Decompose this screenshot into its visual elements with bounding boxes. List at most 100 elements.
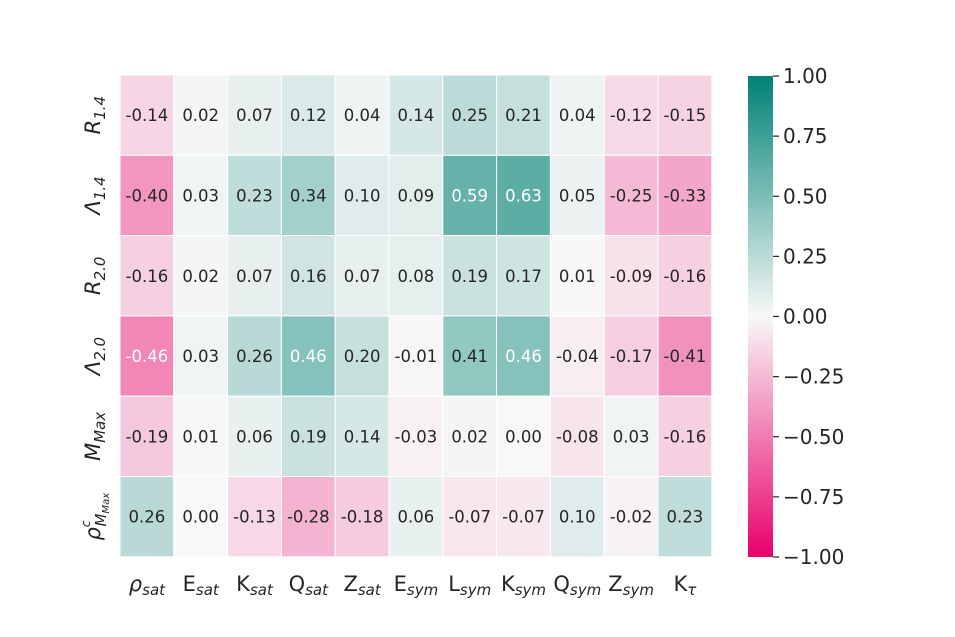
column-label: ρsat	[129, 572, 166, 599]
cell-value-label: 0.10	[344, 186, 381, 205]
cell-value-label: -0.25	[610, 186, 653, 205]
heatmap-cell	[549, 395, 605, 478]
cell-value-label: 0.41	[451, 347, 488, 366]
cell-value-label: 0.07	[344, 267, 381, 286]
column-label: Ksym	[501, 572, 546, 599]
row-label: R2.0	[81, 257, 109, 295]
cell-value-label: -0.12	[610, 106, 653, 125]
heatmap-cell	[227, 235, 282, 317]
cell-value-label: -0.16	[126, 267, 169, 286]
heatmap-cell	[549, 476, 605, 558]
cell-value-label: 0.04	[559, 106, 596, 125]
cell-value-label: 0.26	[236, 347, 273, 366]
cell-value-label: 0.12	[290, 106, 327, 125]
cell-value-label: 0.01	[182, 427, 219, 446]
cell-value-label: -0.16	[664, 427, 707, 446]
cell-value-label: 0.02	[182, 267, 219, 286]
heatmap-cell	[657, 395, 713, 478]
row-label: MMax	[81, 412, 109, 461]
cell-value-label: 0.10	[559, 508, 596, 527]
cell-value-label: -0.07	[502, 508, 545, 527]
heatmap-cell	[119, 476, 175, 558]
heatmap-cell	[173, 74, 229, 156]
cell-value-label: 0.59	[451, 186, 488, 205]
cell-value-label: 0.02	[182, 106, 219, 125]
heatmap-cell	[496, 154, 551, 237]
heatmap-cell	[388, 476, 444, 558]
cell-value-label: 0.03	[182, 347, 219, 366]
colorbar: 1.00 0.75 0.50 0.25 0.00 −0.25 −0.50 −0.75 −1.00	[748, 64, 844, 569]
row-label: ρcMMax	[79, 493, 112, 541]
heatmap-cell	[442, 235, 498, 317]
heatmap-cell	[388, 154, 444, 237]
column-label: Zsat	[343, 572, 381, 599]
cell-value-label: -0.41	[664, 347, 707, 366]
cell-value-label: 0.09	[398, 186, 435, 205]
heatmap-cell-labels: -0.14 0.02 0.07 0.12 0.04 0.14 0.25 0.21 0.04 -0.…	[126, 106, 707, 527]
colorbar-tick-label: −0.25	[783, 365, 844, 389]
heatmap-cell	[603, 74, 659, 156]
cell-value-label: 0.07	[236, 267, 273, 286]
heatmap-cell	[334, 395, 390, 478]
svg-text:R1.4: R1.4	[81, 96, 109, 134]
cell-value-label: -0.03	[395, 427, 438, 446]
heatmap-cell	[334, 476, 390, 558]
cell-value-label: 0.19	[451, 267, 488, 286]
colorbar-tick-label: 0.75	[783, 124, 828, 148]
colorbar-tick-label: −1.00	[783, 545, 844, 569]
heatmap-cell	[442, 154, 498, 237]
heatmap-cell	[173, 476, 229, 558]
cell-value-label: 0.63	[505, 186, 542, 205]
cell-value-label: 0.17	[505, 267, 542, 286]
cell-value-label: -0.46	[126, 347, 169, 366]
cell-value-label: -0.08	[556, 427, 599, 446]
heatmap-cell	[119, 74, 175, 156]
cell-value-label: -0.33	[664, 186, 707, 205]
heatmap-cell	[388, 315, 444, 397]
svg-text:MMax: MMax	[81, 412, 109, 461]
cell-value-label: -0.40	[126, 186, 169, 205]
colorbar-tick-label: −0.50	[783, 425, 844, 449]
heatmap-cell	[280, 395, 336, 478]
row-label: R1.4	[81, 96, 109, 134]
heatmap-cell	[657, 235, 713, 317]
cell-value-label: -0.15	[664, 106, 707, 125]
cell-value-label: -0.02	[610, 508, 653, 527]
cell-value-label: 0.26	[129, 508, 166, 527]
row-labels: R1.4 Λ1.4 R2.0 Λ2.0 MMax ρcMMax	[79, 96, 112, 541]
heatmap-cell	[119, 154, 175, 237]
heatmap-cell	[227, 476, 282, 558]
cell-value-label: -0.04	[556, 347, 599, 366]
svg-text:R2.0: R2.0	[81, 257, 109, 295]
cell-value-label: 0.06	[398, 508, 435, 527]
cell-value-label: 0.23	[236, 186, 273, 205]
colorbar-tick-label: 0.00	[783, 305, 828, 329]
cell-value-label: -0.01	[395, 347, 438, 366]
heatmap-cell	[603, 154, 659, 237]
heatmap-cell	[227, 74, 282, 156]
heatmap-cell	[388, 74, 444, 156]
cell-value-label: 0.46	[290, 347, 327, 366]
row-label: Λ1.4	[81, 176, 109, 216]
cell-value-label: 0.04	[344, 106, 381, 125]
cell-value-label: 0.46	[505, 347, 542, 366]
cell-value-label: 0.06	[236, 427, 273, 446]
cell-value-label: 0.19	[290, 427, 327, 446]
column-label: Qsym	[553, 572, 601, 599]
heatmap-cell	[549, 315, 605, 397]
svg-text:Λ2.0: Λ2.0	[81, 337, 109, 377]
cell-value-label: -0.09	[610, 267, 653, 286]
heatmap-cells	[119, 74, 713, 558]
column-label: Qsat	[289, 572, 330, 599]
column-label: Lsym	[448, 572, 491, 599]
cell-value-label: -0.17	[610, 347, 653, 366]
cell-value-label: 0.34	[290, 186, 327, 205]
cell-value-label: 0.08	[398, 267, 435, 286]
heatmap-cell	[657, 154, 713, 237]
cell-value-label: 0.16	[290, 267, 327, 286]
column-label: Esym	[394, 572, 439, 599]
cell-value-label: 0.25	[451, 106, 488, 125]
cell-value-label: -0.28	[287, 508, 330, 527]
heatmap-cell	[603, 395, 659, 478]
